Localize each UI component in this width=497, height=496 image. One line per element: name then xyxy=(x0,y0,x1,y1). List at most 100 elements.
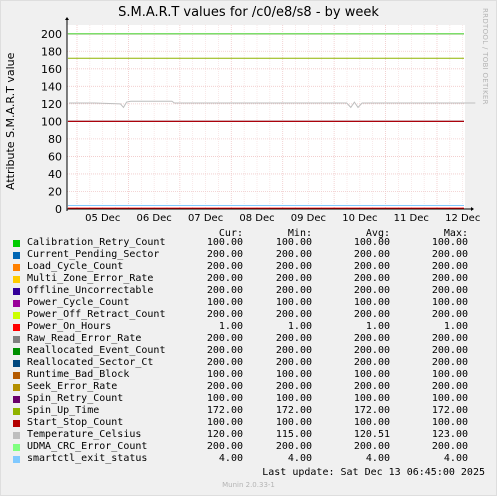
legend-swatch xyxy=(13,360,20,367)
legend-min-value: 200.00 xyxy=(275,381,312,392)
legend-max-value: 200.00 xyxy=(431,357,468,368)
legend-cur-value: 200.00 xyxy=(206,345,243,356)
legend-label: Offline_Uncorrectable xyxy=(27,285,154,296)
y-tick-label: 20 xyxy=(48,185,62,198)
legend-cur-value: 200.00 xyxy=(206,261,243,272)
legend-min-value: 200.00 xyxy=(275,261,312,272)
legend-cur-value: 100.00 xyxy=(206,393,243,404)
legend-avg-value: 1.00 xyxy=(365,321,390,332)
plot-area xyxy=(67,25,465,209)
legend-label: Multi_Zone_Error_Rate xyxy=(27,273,154,284)
legend-swatch xyxy=(13,240,20,247)
legend-max-value: 100.00 xyxy=(431,237,468,248)
legend-max-value: 100.00 xyxy=(431,369,468,380)
legend-min-value: 200.00 xyxy=(275,309,312,320)
legend-label: Reallocated_Event_Count xyxy=(27,345,166,356)
legend-avg-value: 120.51 xyxy=(353,429,390,440)
x-tick-label: 06 Dec xyxy=(137,213,172,224)
legend-max-value: 200.00 xyxy=(431,309,468,320)
legend-cur-value: 100.00 xyxy=(206,297,243,308)
legend-swatch xyxy=(13,420,20,427)
legend-avg-value: 100.00 xyxy=(353,417,390,428)
legend-avg-value: 200.00 xyxy=(353,357,390,368)
legend-min-value: 100.00 xyxy=(275,237,312,248)
x-tick-label: 10 Dec xyxy=(342,213,377,224)
graph-title: S.M.A.R.T values for /c0/e8/s8 - by week xyxy=(118,5,379,20)
legend-row: Multi_Zone_Error_Rate 200.00 200.00 200.00 2… xyxy=(12,273,497,285)
legend-label: smartctl_exit_status xyxy=(27,453,148,464)
legend-label: Spin_Retry_Count xyxy=(27,393,124,404)
legend-swatch xyxy=(13,348,20,355)
legend-label: Seek_Error_Rate xyxy=(27,381,118,392)
legend-avg-value: 200.00 xyxy=(353,333,390,344)
legend-row: Power_On_Hours 1.00 1.00 1.00 1.00 xyxy=(12,321,497,333)
legend-max-value: 123.00 xyxy=(431,429,468,440)
legend-avg-value: 200.00 xyxy=(353,381,390,392)
legend-label: Runtime_Bad_Block xyxy=(27,369,130,380)
y-axis-arrow xyxy=(65,17,69,20)
legend-row: Offline_Uncorrectable 200.00 200.00 200.00 2… xyxy=(12,285,497,297)
legend-min-value: 200.00 xyxy=(275,345,312,356)
chart-svg: 0 20 40 60 80 100 120 140 160 180 200 05 Dec 06 Dec 0… xyxy=(41,17,480,224)
col-header-max: Max: xyxy=(443,228,468,239)
series-line-temperature-celsius xyxy=(69,100,476,109)
legend-label: Raw_Read_Error_Rate xyxy=(27,333,142,344)
legend-max-value: 1.00 xyxy=(443,321,468,332)
legend-row: Reallocated_Sector_Ct 200.00 200.00 200.00 2… xyxy=(12,357,497,369)
legend-label: Power_Cycle_Count xyxy=(27,297,130,308)
legend-max-value: 100.00 xyxy=(431,297,468,308)
legend-max-value: 200.00 xyxy=(431,441,468,452)
legend-swatch xyxy=(13,288,20,295)
legend-avg-value: 200.00 xyxy=(353,261,390,272)
legend-avg-value: 200.00 xyxy=(353,249,390,260)
y-tick-label: 200 xyxy=(41,28,62,41)
legend-swatch xyxy=(13,408,20,415)
col-header-avg: Avg: xyxy=(365,228,390,239)
legend-max-value: 200.00 xyxy=(431,333,468,344)
legend-row: Power_Cycle_Count 100.00 100.00 100.00 100.0… xyxy=(12,297,497,309)
legend-row: Temperature_Celsius 120.00 115.00 120.51 123… xyxy=(12,429,497,441)
legend-min-value: 200.00 xyxy=(275,273,312,284)
legend-cur-value: 100.00 xyxy=(206,237,243,248)
legend-cur-value: 200.00 xyxy=(206,249,243,260)
legend-avg-value: 4.00 xyxy=(365,453,390,464)
legend-min-value: 1.00 xyxy=(287,321,312,332)
legend-avg-value: 200.00 xyxy=(353,441,390,452)
legend-cur-value: 100.00 xyxy=(206,369,243,380)
legend-label: Spin_Up_Time xyxy=(27,405,100,416)
legend-min-value: 100.00 xyxy=(275,393,312,404)
legend-swatch xyxy=(13,396,20,403)
legend-swatch xyxy=(13,264,20,271)
legend-row: UDMA_CRC_Error_Count 200.00 200.00 200.00 20… xyxy=(12,441,497,453)
legend-min-value: 4.00 xyxy=(287,453,312,464)
legend-max-value: 200.00 xyxy=(431,249,468,260)
y-tick-label: 100 xyxy=(41,115,62,128)
legend-cur-value: 200.00 xyxy=(206,357,243,368)
legend-label: Start_Stop_Count xyxy=(27,417,124,428)
legend-label: UDMA_CRC_Error_Count xyxy=(27,441,148,452)
legend-max-value: 172.00 xyxy=(431,405,468,416)
legend-cur-value: 1.00 xyxy=(218,321,243,332)
last-update: Last update: Sat Dec 13 06:45:00 2025 xyxy=(262,467,485,478)
legend-cur-value: 172.00 xyxy=(206,405,243,416)
legend-min-value: 200.00 xyxy=(275,333,312,344)
legend-cur-value: 200.00 xyxy=(206,285,243,296)
legend-row: Spin_Retry_Count 100.00 100.00 100.00 100.00 xyxy=(12,393,497,405)
legend-max-value: 200.00 xyxy=(431,273,468,284)
legend-label: Load_Cycle_Count xyxy=(27,261,124,272)
legend-cur-value: 4.00 xyxy=(218,453,243,464)
legend-avg-value: 200.00 xyxy=(353,273,390,284)
col-header-min: Min: xyxy=(287,228,312,239)
legend-min-value: 100.00 xyxy=(275,297,312,308)
x-tick-label: 07 Dec xyxy=(188,213,223,224)
legend-swatch xyxy=(13,276,20,283)
x-tick-label: 12 Dec xyxy=(445,213,480,224)
x-tick-label: 08 Dec xyxy=(239,213,274,224)
y-tick-label: 0 xyxy=(55,203,62,216)
legend-avg-value: 200.00 xyxy=(353,285,390,296)
y-tick-label: 180 xyxy=(41,45,62,58)
legend-label: Current_Pending_Sector xyxy=(27,249,160,260)
legend-swatch xyxy=(13,336,20,343)
col-header-cur: Cur: xyxy=(218,228,243,239)
legend-max-value: 200.00 xyxy=(431,285,468,296)
